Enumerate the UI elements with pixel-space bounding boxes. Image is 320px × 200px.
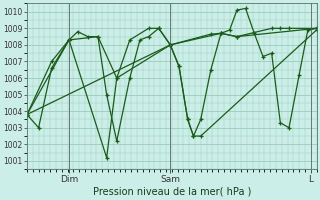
X-axis label: Pression niveau de la mer( hPa ): Pression niveau de la mer( hPa ) bbox=[92, 187, 251, 197]
